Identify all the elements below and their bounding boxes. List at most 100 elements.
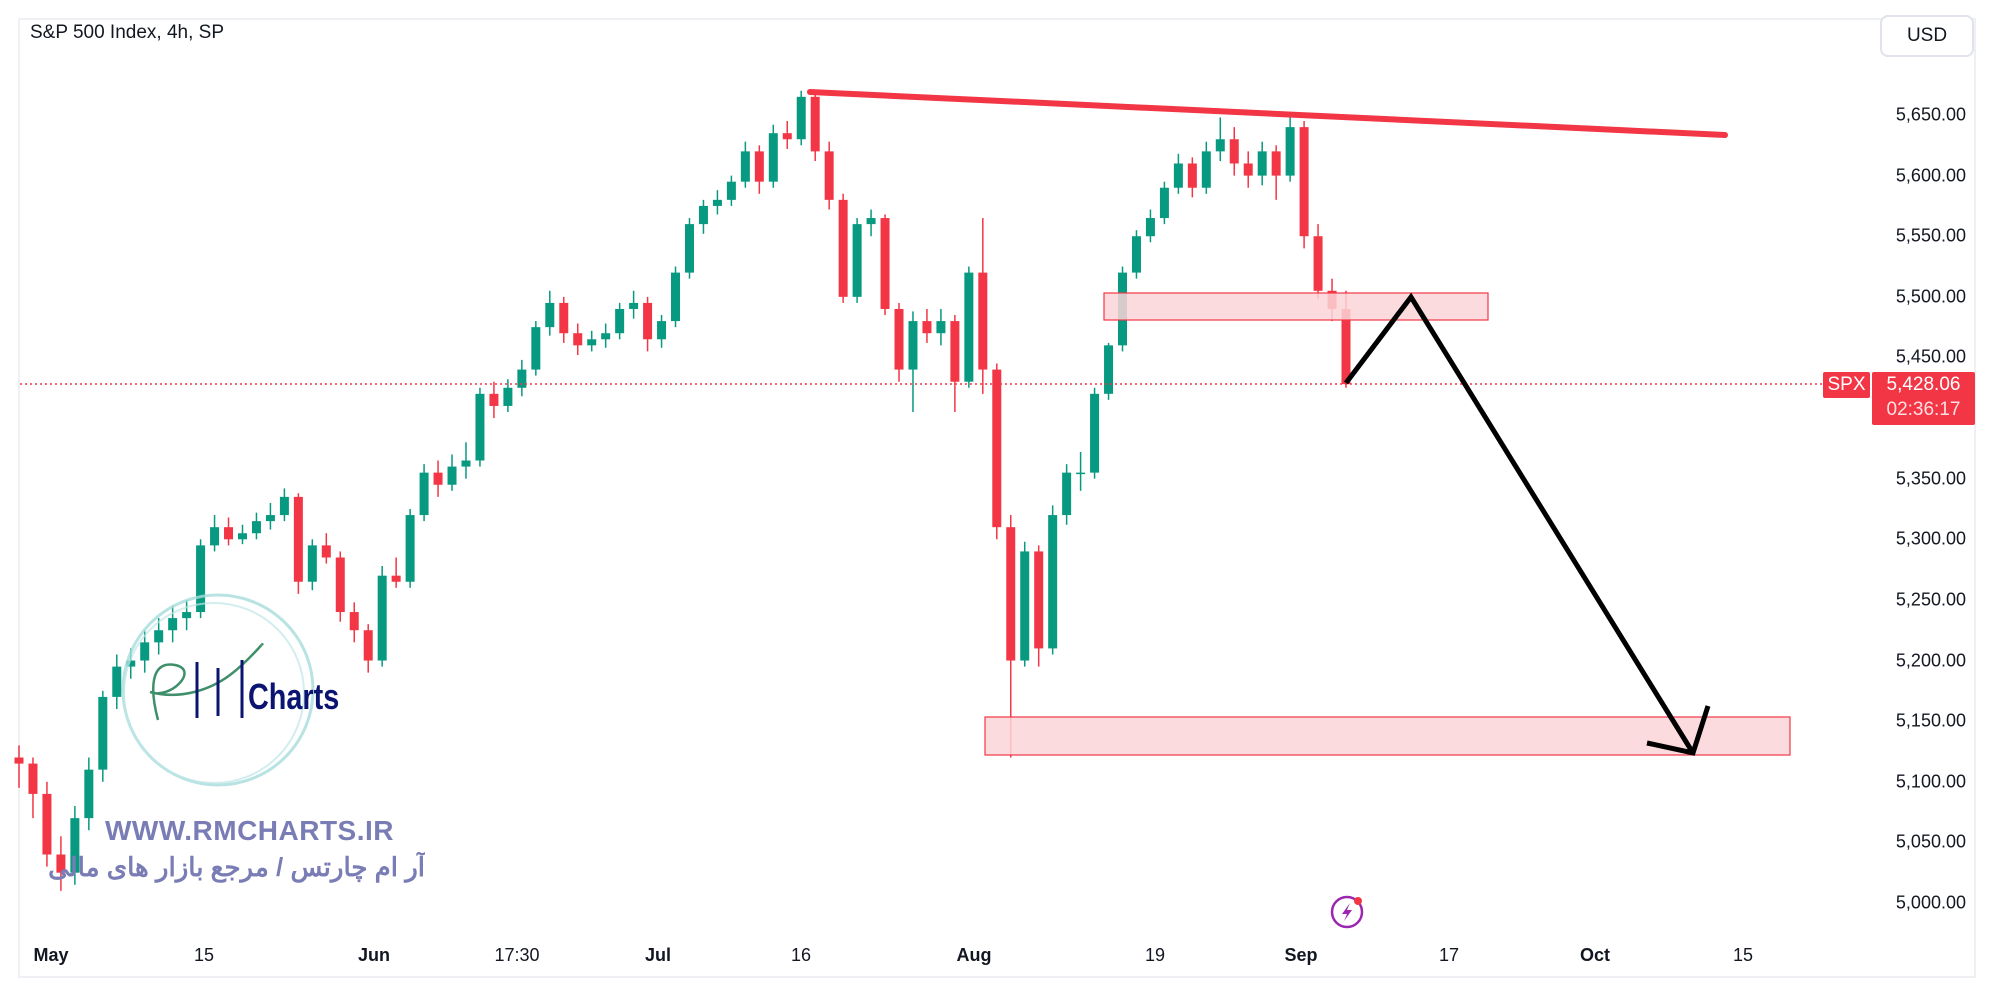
candle-body: [922, 321, 932, 334]
candle-body: [866, 218, 876, 225]
last-price-label: 5,428.06 02:36:17: [1872, 372, 1975, 425]
candle-body: [251, 521, 261, 534]
price-tick-label: 5,300.00: [1895, 528, 1966, 549]
candle: [224, 517, 234, 546]
candle: [1299, 121, 1309, 249]
candle-body: [936, 321, 946, 334]
candle: [740, 141, 750, 188]
candle-body: [503, 387, 513, 406]
candle: [712, 190, 722, 215]
candle: [1145, 209, 1155, 243]
candle: [838, 193, 848, 303]
candle-body: [838, 199, 848, 297]
candle-body: [168, 618, 178, 631]
candle: [1104, 342, 1114, 400]
time-tick-label: Sep: [1284, 945, 1318, 965]
candle-body: [950, 321, 960, 382]
candle-body: [657, 321, 667, 340]
candle-body: [42, 793, 52, 855]
candle-body: [56, 854, 66, 873]
candle-body: [768, 133, 778, 182]
time-tick-label: 16: [790, 945, 812, 965]
candle: [615, 302, 625, 340]
candle-body: [140, 642, 150, 661]
time-tick-label: 17: [1438, 945, 1460, 965]
price-tick-label: 5,600.00: [1895, 165, 1966, 186]
watermark-url: WWW.RMCHARTS.IR: [105, 815, 395, 846]
candle-body: [154, 630, 164, 643]
bar-countdown: 02:36:17: [1886, 399, 1961, 420]
candle: [824, 141, 834, 210]
candle: [196, 539, 206, 619]
candle-body: [601, 333, 611, 340]
candle: [307, 539, 317, 591]
price-tick-label: 5,350.00: [1895, 468, 1966, 489]
candle: [70, 806, 80, 885]
candle: [1257, 141, 1267, 186]
chart-panel[interactable]: [18, 18, 1976, 978]
candle: [796, 90, 806, 146]
candle: [1313, 224, 1323, 300]
candle: [629, 290, 639, 319]
candle-body: [531, 327, 541, 370]
candle: [517, 359, 527, 397]
time-tick-label: Oct: [1579, 945, 1611, 965]
candle: [684, 218, 694, 279]
candle-body: [559, 302, 569, 334]
candle-body: [1271, 151, 1281, 176]
candle: [1062, 464, 1072, 525]
candle-body: [196, 545, 206, 613]
candle: [880, 214, 890, 316]
candle-body: [14, 757, 24, 764]
candle-body: [964, 272, 974, 382]
candle: [84, 757, 94, 831]
candle-body: [489, 393, 499, 406]
price-tick-label: 5,150.00: [1895, 710, 1966, 731]
candle-body: [461, 460, 471, 467]
candle-body: [475, 393, 485, 461]
candle: [1271, 145, 1281, 200]
candle-body: [880, 218, 890, 309]
candle: [293, 493, 303, 594]
candle-body: [1299, 127, 1309, 237]
lightning-icon: [1330, 895, 1364, 929]
candle: [14, 745, 24, 788]
candle-body: [1229, 139, 1239, 164]
candle-body: [349, 612, 359, 631]
candle: [1131, 230, 1141, 279]
candle: [475, 387, 485, 467]
logo-text: Charts: [248, 676, 340, 717]
candle-body: [545, 302, 555, 328]
candle-body: [1006, 527, 1016, 661]
currency-button[interactable]: USD: [1880, 15, 1974, 57]
candle-body: [447, 466, 457, 485]
candle-body: [1201, 151, 1211, 188]
candle-body: [377, 575, 387, 661]
candle: [461, 442, 471, 479]
candle: [237, 524, 247, 545]
candle-body: [1341, 308, 1351, 385]
price-tick-label: 5,650.00: [1895, 104, 1966, 125]
time-tick-label: Aug: [956, 945, 992, 965]
candle: [950, 315, 960, 413]
candle: [852, 218, 862, 303]
candle-body: [1090, 393, 1100, 473]
candle: [559, 296, 569, 343]
candle: [698, 199, 708, 234]
price-tick-label: 5,550.00: [1895, 225, 1966, 246]
candle: [782, 121, 792, 149]
candle-body: [265, 515, 275, 522]
candle-body: [782, 133, 792, 140]
candle-body: [824, 151, 834, 200]
candle: [419, 464, 429, 522]
candle-body: [363, 630, 373, 661]
candle: [447, 454, 457, 491]
rm-logo-icon: [121, 593, 315, 787]
candle: [363, 624, 373, 673]
candle: [182, 599, 192, 631]
candle: [768, 124, 778, 188]
candle: [335, 551, 345, 622]
time-tick-label: 17:30: [494, 945, 540, 965]
candle-body: [1131, 236, 1141, 273]
